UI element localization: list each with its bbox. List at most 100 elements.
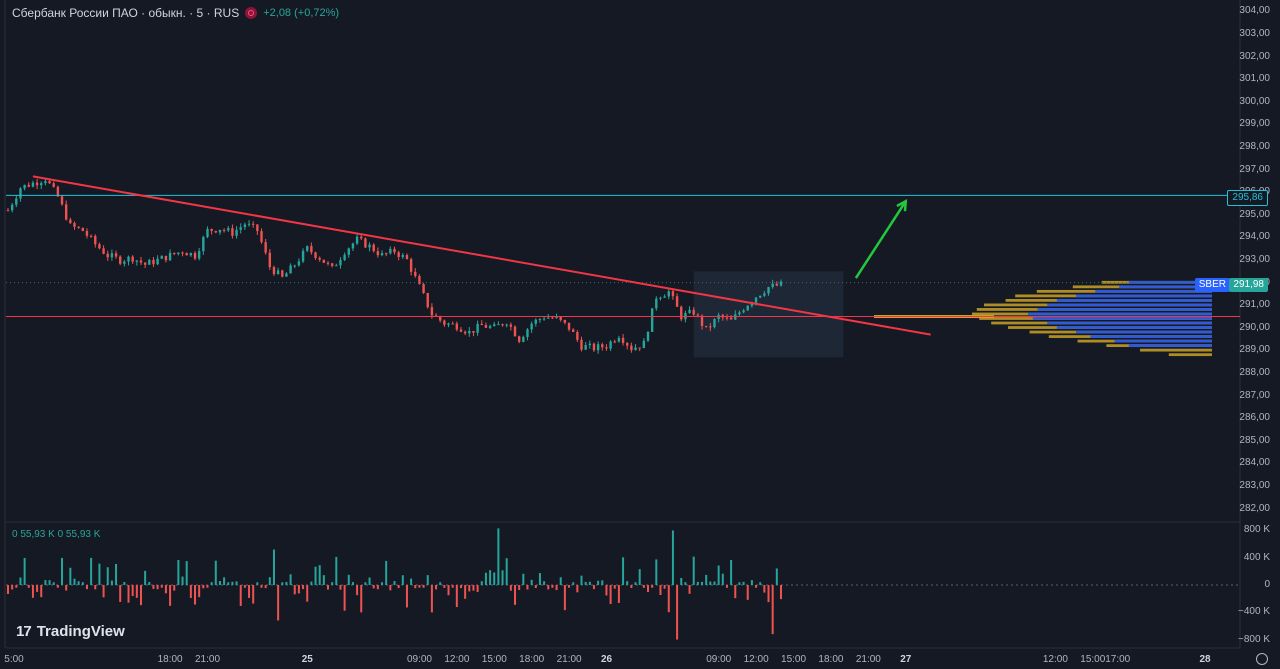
candle-body: [538, 319, 542, 321]
volume-bar: [61, 557, 64, 585]
resistance-price-label: 295,86: [1227, 190, 1268, 206]
volume-bar: [326, 585, 329, 590]
volume-bar: [709, 581, 712, 585]
candle-body: [463, 331, 467, 334]
volume-bar: [106, 567, 109, 585]
candle-body: [123, 261, 126, 264]
candle-body: [389, 248, 392, 254]
candle-body: [393, 248, 396, 253]
volume-bar: [489, 570, 492, 585]
volume-bar: [139, 585, 142, 606]
profile-row-value-area: [1119, 285, 1212, 289]
candle-body: [576, 331, 579, 340]
price-tick: 295,00: [1239, 208, 1270, 220]
volume-bar: [268, 577, 271, 585]
symbol-header[interactable]: Сбербанк России ПАО · обыкн. · 5 · RUS +…: [12, 6, 339, 20]
tradingview-logo[interactable]: 17 TradingView: [16, 623, 125, 640]
volume-bar: [393, 581, 396, 585]
candle-body: [131, 256, 134, 262]
candle-body: [256, 224, 259, 232]
volume-bar: [310, 581, 313, 585]
candle-body: [476, 323, 479, 333]
volume-bar: [248, 585, 251, 598]
price-tick: 299,00: [1239, 118, 1270, 130]
candle-body: [513, 326, 517, 337]
volume-bar: [609, 585, 612, 605]
volume-bar: [23, 557, 26, 585]
volume-bar: [771, 585, 774, 635]
candle-body: [688, 309, 691, 313]
tradingview-mark: 17: [16, 623, 32, 640]
volume-bar: [572, 582, 575, 585]
volume-bar: [7, 585, 9, 594]
candle-body: [31, 182, 35, 187]
candle-body: [218, 229, 222, 233]
candle-body: [671, 291, 675, 297]
volume-bar: [696, 581, 699, 585]
candle-body: [555, 316, 558, 319]
volume-profile: [874, 280, 1212, 357]
candle-body: [260, 231, 263, 243]
time-tick: 12:00: [1042, 654, 1068, 665]
volume-bar: [551, 585, 554, 588]
price-tick: 293,00: [1239, 254, 1270, 265]
volume-bars: [6, 528, 1240, 640]
volume-bar: [364, 582, 367, 585]
volume-bar: [705, 574, 708, 585]
volume-bar: [73, 578, 76, 585]
candle-body: [596, 344, 600, 351]
volume-bar: [94, 585, 97, 590]
volume-bar: [659, 585, 662, 595]
volume-bar: [381, 582, 384, 585]
candle-body: [472, 330, 475, 333]
candle-body: [73, 223, 76, 227]
volume-bar: [538, 573, 541, 585]
volume-bar: [738, 582, 741, 585]
candle-body: [214, 230, 217, 233]
candle-body: [339, 259, 342, 266]
candle-body: [397, 252, 400, 257]
volume-bar: [52, 582, 55, 585]
volume-bar: [44, 580, 47, 585]
candle-body: [306, 246, 309, 251]
profile-row-volume: [1168, 353, 1212, 357]
volume-tick: 800 K: [1243, 524, 1270, 536]
volume-bar: [530, 579, 533, 585]
candle-body: [630, 345, 633, 351]
price-tick: 294,00: [1239, 231, 1270, 243]
symbol-title[interactable]: Сбербанк России ПАО · обыкн. · 5 · RUS: [12, 6, 240, 20]
candle-body: [27, 184, 30, 187]
candle-body: [177, 252, 180, 255]
volume-bar: [767, 585, 770, 603]
volume-legend[interactable]: 0 55,93 K 0 55,93 K: [12, 529, 101, 540]
candle-body: [426, 293, 429, 308]
volume-bar: [318, 565, 321, 585]
volume-bar: [655, 559, 658, 585]
volume-bar: [65, 585, 68, 591]
candle-body: [729, 317, 733, 320]
profile-row-value-area: [1095, 289, 1212, 293]
candle-body: [48, 181, 51, 184]
candle-body: [696, 314, 700, 316]
time-tick: 21:00: [556, 654, 582, 665]
volume-bar: [547, 585, 550, 590]
volume-bar: [293, 585, 296, 595]
volume-bar: [484, 572, 487, 585]
volume-bar: [277, 585, 280, 621]
volume-bar: [505, 558, 508, 585]
candle-body: [85, 230, 89, 236]
volume-bar: [730, 559, 733, 585]
volume-bar: [414, 585, 417, 589]
volume-bar: [526, 585, 529, 590]
drawings: [6, 175, 1240, 336]
volume-bar: [688, 585, 691, 594]
volume-bar: [622, 557, 625, 585]
candle-body: [434, 315, 438, 317]
candle-body: [522, 336, 525, 342]
candle-body: [775, 283, 779, 286]
volume-bar: [347, 574, 350, 585]
candle-body: [281, 270, 284, 277]
candle-body: [10, 204, 14, 211]
gear-icon[interactable]: [1256, 653, 1268, 665]
